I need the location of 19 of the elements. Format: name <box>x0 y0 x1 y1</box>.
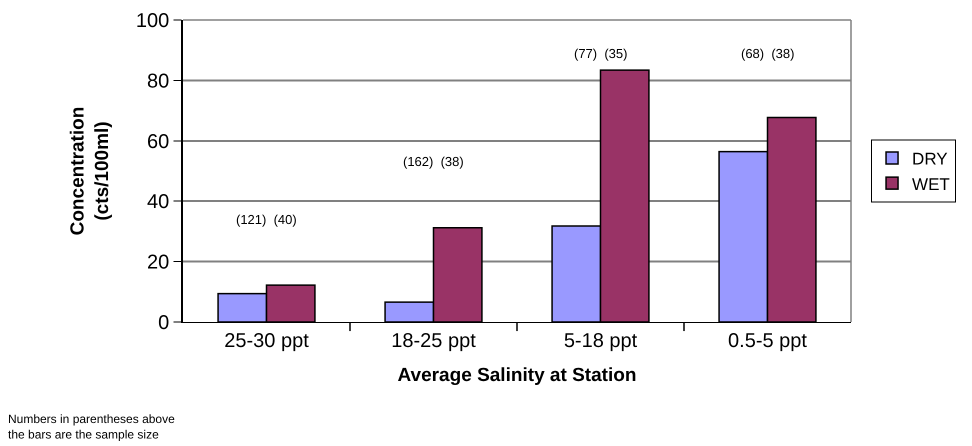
text: Numbers in parentheses above the bars are the sample size <box>8 412 176 442</box>
x-tick-label: 25-30 ppt <box>224 330 310 352</box>
legend-label: DRY <box>912 150 948 169</box>
x-tick-label: 0.5-5 ppt <box>728 330 808 352</box>
annotation: (162) (38) <box>403 154 464 169</box>
legend-label: WET <box>912 174 950 194</box>
x-tick-label: 5-18 ppt <box>564 330 638 352</box>
y-tick-label: 20 <box>147 252 170 274</box>
y-tick-label: 0 <box>158 312 170 334</box>
y-tick-label: 100 <box>136 10 170 32</box>
y-axis-title: Concentration (cts/100ml) <box>68 106 114 236</box>
annotation: (121) (40) <box>236 212 297 227</box>
x-axis-title: Average Salinity at Station <box>398 364 636 386</box>
x-tick-label: 18-25 ppt <box>391 330 476 352</box>
annotation: (77) (35) <box>574 46 628 61</box>
y-tick-label: 40 <box>147 191 170 214</box>
annotation: (68) (38) <box>741 46 794 61</box>
y-tick-label: 60 <box>147 130 170 153</box>
y-tick-label: 80 <box>147 70 170 92</box>
